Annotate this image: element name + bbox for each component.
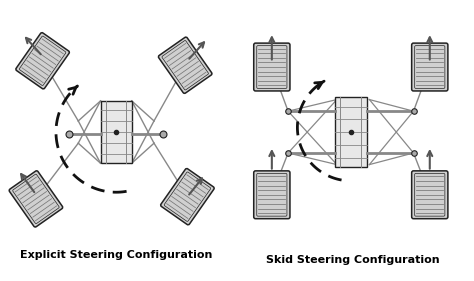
Bar [100,101,132,163]
FancyBboxPatch shape [411,43,448,91]
Text: Skid Steering Configuration: Skid Steering Configuration [266,255,440,265]
FancyBboxPatch shape [254,171,290,219]
FancyBboxPatch shape [254,43,290,91]
FancyBboxPatch shape [16,33,69,89]
Bar [335,97,367,167]
FancyBboxPatch shape [411,171,448,219]
FancyBboxPatch shape [9,171,63,227]
FancyBboxPatch shape [158,37,212,93]
Text: Explicit Steering Configuration: Explicit Steering Configuration [20,250,212,260]
FancyBboxPatch shape [161,169,214,225]
